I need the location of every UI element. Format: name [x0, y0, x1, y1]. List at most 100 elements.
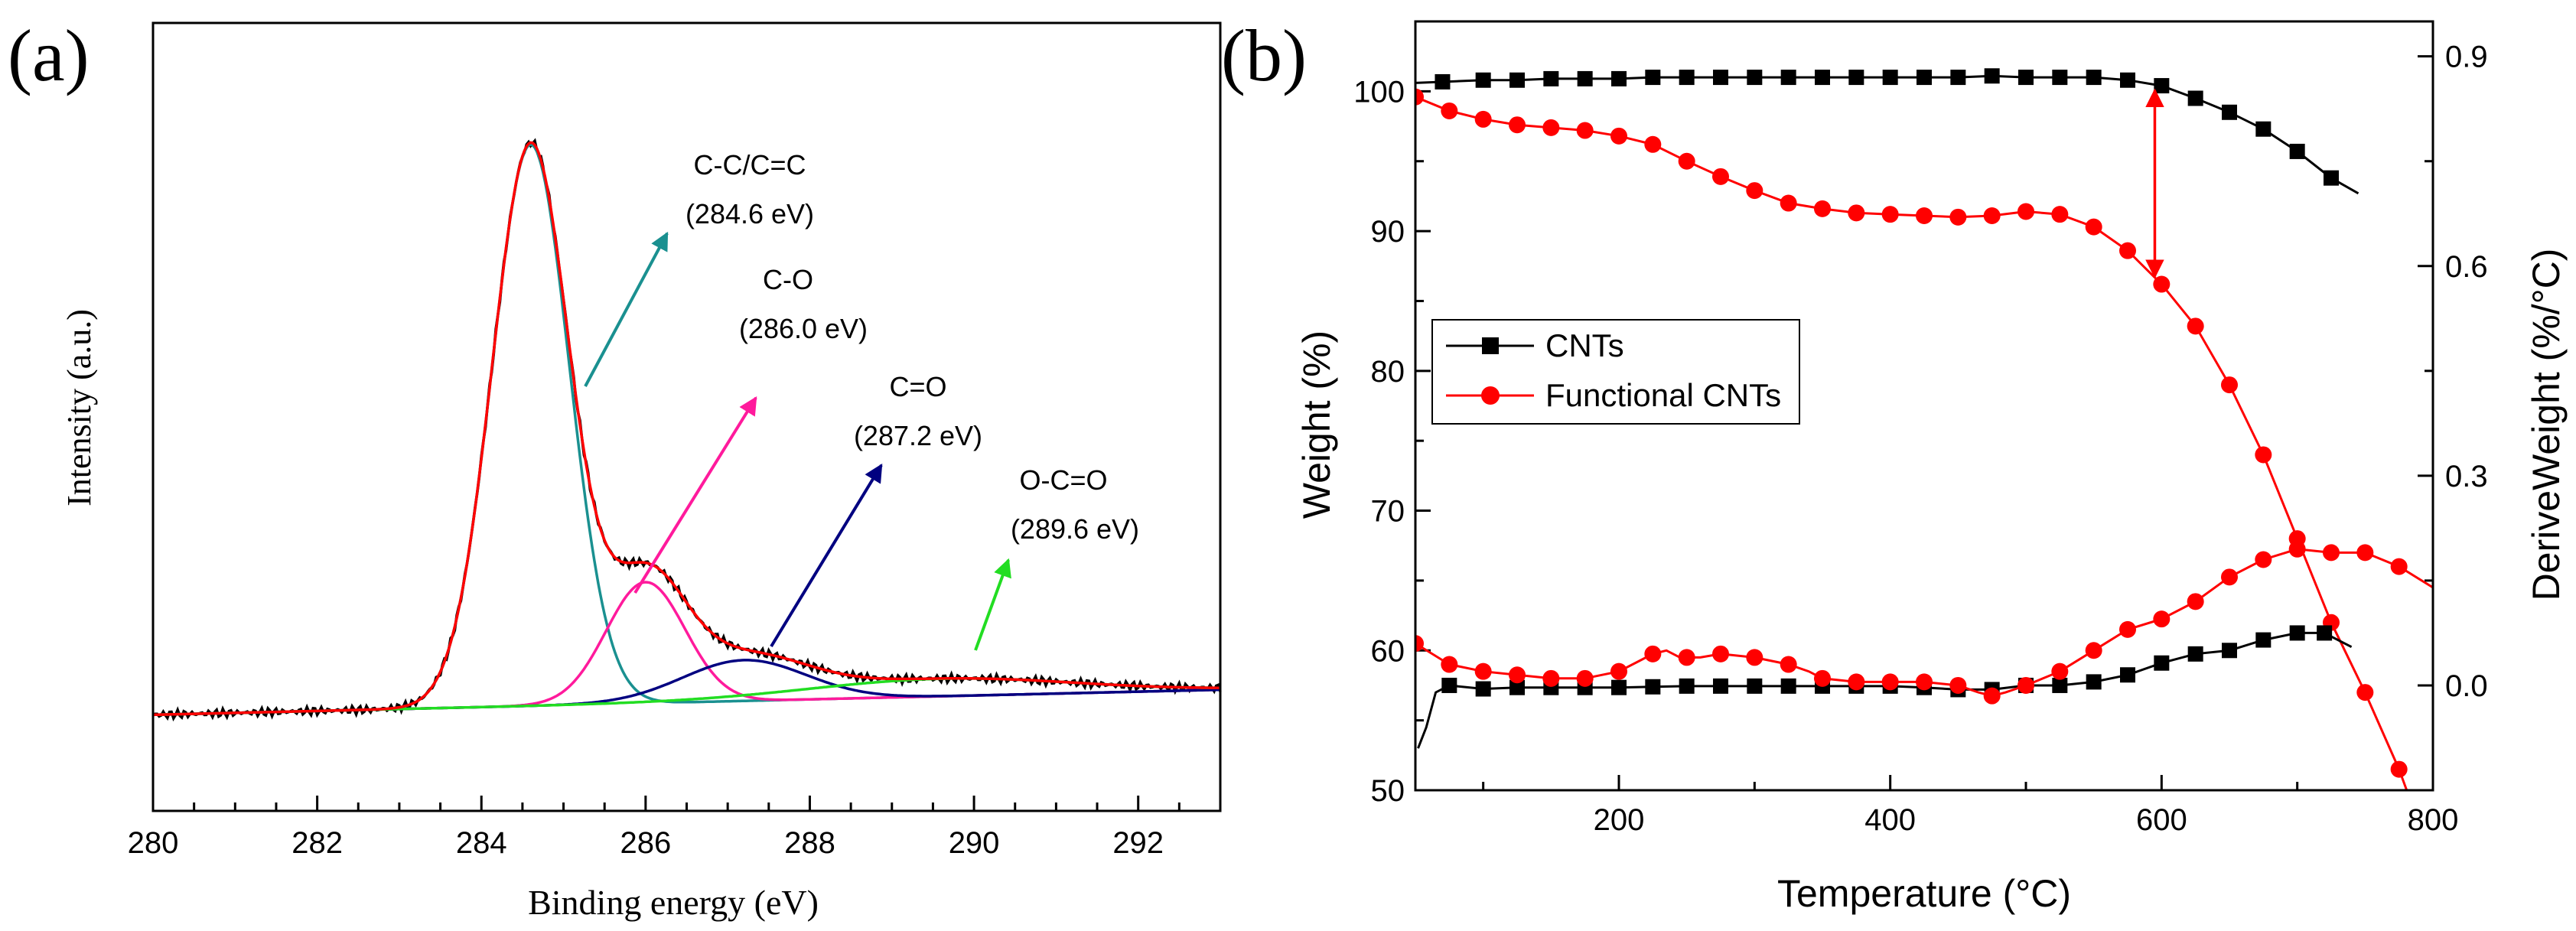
y-tick-label: 50 — [1371, 774, 1405, 808]
cnts-weight-marker — [1475, 72, 1491, 88]
panel-a-x-axis-label: Binding energy (eV) — [528, 883, 819, 922]
cnts-weight-marker — [1611, 70, 1627, 86]
cnts-derivative-marker — [2255, 632, 2272, 648]
annotation-arrow-c-c — [584, 231, 669, 387]
cnts-derivative-marker — [1713, 678, 1728, 694]
functional-cnts-weight-marker — [1474, 110, 1492, 128]
plot-area — [1415, 68, 2433, 790]
panel-a-label: (a) — [8, 15, 90, 96]
cnts-derivative-marker — [1679, 678, 1695, 694]
functional-cnts-derivative-marker — [1644, 645, 1662, 662]
annotation-energy-c-double-o: (287.2 eV) — [854, 420, 982, 451]
annotation-energy-c-o: (286.0 eV) — [739, 313, 868, 344]
y-tick-label: 70 — [1371, 495, 1405, 529]
panel-a-x-ticks: 280 282 284 286 288 290 292 — [128, 796, 1222, 860]
cnts-derivative-marker — [2120, 667, 2135, 683]
x-tick-label: 290 — [949, 826, 1000, 860]
cnts-weight-marker — [1950, 70, 1966, 86]
functional-cnts-weight-marker — [1441, 102, 1458, 119]
annotation-label-c-c: C-C/C=C — [693, 149, 806, 181]
legend-box — [1431, 319, 1800, 425]
panel-b-legend: CNTs Functional CNTs — [1431, 319, 1800, 425]
annotation-arrow-c-double-o — [770, 463, 883, 648]
functional-cnts-weight-marker — [1949, 208, 1967, 226]
x-tick-label: 286 — [620, 826, 671, 860]
cnts-weight-marker — [2222, 104, 2237, 120]
functional-cnts-weight-marker — [2390, 760, 2408, 778]
functional-cnts-weight-marker — [2153, 275, 2171, 293]
functional-cnts-derivative-marker — [1746, 649, 1763, 666]
functional-cnts-derivative-marker — [2356, 544, 2374, 562]
functional-cnts-weight-marker — [1983, 207, 2001, 224]
x-tick-label: 800 — [2408, 803, 2459, 837]
cnts-weight-marker — [2324, 170, 2339, 186]
panel-b-frame — [1414, 20, 2434, 792]
functional-cnts-derivative-marker — [1509, 666, 1526, 684]
functional-cnts-weight-marker — [1509, 116, 1526, 134]
x-tick-label: 284 — [456, 826, 507, 860]
cnts-weight-marker — [2052, 70, 2068, 86]
functional-cnts-derivative-marker — [2288, 540, 2306, 558]
cnts-weight-marker — [1509, 72, 1525, 88]
cnts-derivative-marker — [1475, 681, 1491, 697]
functional-cnts-derivative-marker — [2051, 662, 2069, 680]
panel-b: (b) Weight (%) DeriveWeight (%/°C) Tempe… — [1221, 15, 2568, 915]
legend-marker-functional-cnts — [1481, 386, 1500, 405]
panel-b-label: (b) — [1221, 15, 1307, 96]
fit-envelope-line — [152, 141, 1220, 717]
functional-cnts-derivative-marker — [2153, 610, 2171, 628]
cnts-derivative-marker — [2086, 674, 2102, 690]
annotation-energy-c-c: (284.6 eV) — [686, 198, 814, 229]
cnts-derivative-marker — [2052, 677, 2068, 693]
functional-cnts-derivative-marker — [1881, 673, 1899, 691]
y-tick-label: 80 — [1371, 355, 1405, 389]
cnts-weight-marker — [2289, 143, 2305, 159]
y2-tick-label: 0.0 — [2445, 669, 2488, 703]
functional-cnts-derivative-marker — [1983, 687, 2001, 705]
cnts-weight-marker — [1780, 70, 1796, 86]
functional-cnts-weight-marker — [1780, 194, 1797, 212]
panel-b-x-axis-label: Temperature (°C) — [1777, 872, 2071, 915]
cnts-weight-marker — [1984, 68, 2000, 84]
annotation-arrow-c-o — [633, 396, 757, 594]
cnts-derivative-marker — [1611, 679, 1627, 695]
functional-cnts-weight-marker — [1881, 206, 1899, 223]
cnts-weight-marker — [2086, 70, 2102, 86]
cnts-weight-marker — [1435, 73, 1451, 90]
functional-cnts-weight-marker — [2356, 684, 2374, 702]
cnts-weight-marker — [1645, 70, 1661, 86]
cnts-weight-marker — [2154, 78, 2170, 94]
y-tick-label: 100 — [1353, 75, 1405, 109]
annotation-label-o-c-o: O-C=O — [1019, 464, 1107, 496]
functional-cnts-derivative-marker — [1916, 673, 1933, 691]
panel-a-curves — [152, 138, 1222, 722]
panel-b-y2-axis-label: DeriveWeight (%/°C) — [2525, 249, 2568, 601]
y-tick-label: 90 — [1371, 215, 1405, 249]
functional-cnts-weight-marker — [2255, 446, 2272, 464]
functional-cnts-weight-marker — [1415, 88, 1424, 106]
functional-cnts-derivative-marker — [1542, 669, 1560, 687]
x-tick-label: 600 — [2136, 803, 2187, 837]
functional-cnts-derivative-marker — [1441, 656, 1458, 673]
functional-cnts-weight-marker — [2017, 203, 2034, 220]
cnts-weight-line — [1415, 74, 2359, 195]
cnts-weight-marker — [1882, 70, 1898, 86]
functional-cnts-derivative-marker — [1712, 645, 1729, 662]
cnts-weight-marker — [2187, 90, 2203, 106]
functional-cnts-weight-marker — [1746, 182, 1763, 200]
x-tick-label: 282 — [291, 826, 343, 860]
panel-b-y-axis-label: Weight (%) — [1295, 330, 1338, 519]
y2-tick-label: 0.6 — [2445, 250, 2488, 284]
cnts-derivative-marker — [1747, 678, 1763, 694]
annotation-energy-o-c-o: (289.6 eV) — [1011, 513, 1139, 545]
cnts-weight-marker — [2018, 70, 2034, 86]
y2-tick-label: 0.3 — [2445, 460, 2488, 493]
panel-b-series — [1415, 68, 2433, 790]
functional-cnts-derivative-marker — [1949, 676, 1967, 694]
annotation-label-c-double-o: C=O — [889, 371, 946, 402]
peak-c-oline — [152, 659, 1221, 717]
cnts-weight-marker — [2255, 121, 2272, 137]
functional-cnts-derivative-marker — [1780, 656, 1797, 673]
functional-cnts-weight-marker — [2221, 376, 2238, 394]
